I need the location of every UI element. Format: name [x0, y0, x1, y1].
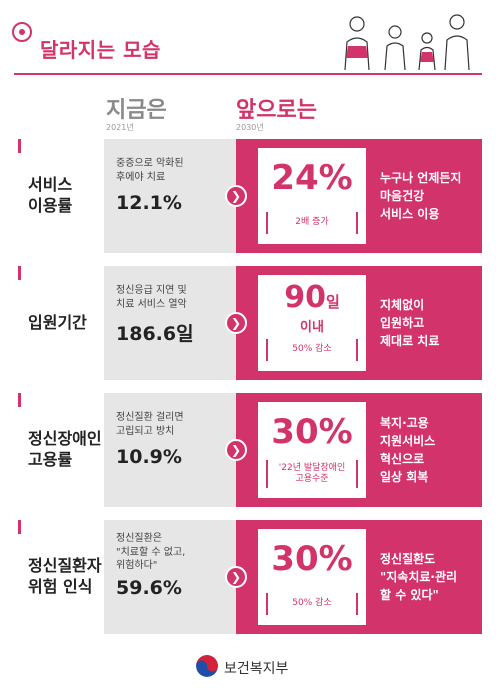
ministry-name: 보건복지부: [224, 661, 289, 677]
future-box: ❯ 30% 50% 감소 정신질환도 "지속치료·관리 할 수 있다": [225, 520, 482, 634]
future-card: 30% 50% 감소: [258, 529, 366, 625]
footer: 보건복지부: [0, 652, 496, 682]
row-employment: 정신장애인 고용률 정신질환 걸리면 고립되고 방치 10.9% ❯ 30% '…: [14, 393, 482, 507]
column-now-year: 2021년: [106, 123, 134, 132]
header-divider: [14, 73, 482, 75]
row-label: 정신장애인 고용률: [18, 393, 104, 507]
now-box: 정신질환은 "치료할 수 없고, 위험하다" 59.6%: [104, 520, 236, 634]
row-risk-perception: 정신질환자 위험 인식 정신질환은 "치료할 수 없고, 위험하다" 59.6%…: [14, 520, 482, 634]
target-icon: [12, 22, 32, 42]
column-future-year: 2030년: [236, 123, 264, 132]
label-marker: [18, 520, 21, 534]
future-bracket-note: '22년 발달장애인 고용수준: [266, 460, 358, 488]
future-value: 90일: [258, 283, 366, 313]
row-label-text: 정신질환자 위험 인식: [28, 556, 102, 596]
future-description: 누구나 언제든지 마음건강 서비스 이용: [380, 171, 462, 221]
chevron-right-icon: ❯: [225, 312, 247, 334]
family-illustration: [344, 14, 470, 71]
future-box: ❯ 30% '22년 발달장애인 고용수준 복지·고용 지원서비스 혁신으로 일…: [225, 393, 482, 507]
future-value-sub: 이내: [300, 320, 324, 335]
future-value: 30%: [271, 539, 353, 579]
page-title: 달라지는 모습: [40, 38, 161, 62]
chevron-right-icon: ❯: [225, 566, 247, 588]
header: 달라지는 모습: [0, 0, 496, 82]
future-bracket-note: 50% 감소: [266, 339, 358, 361]
chevron-right-icon: ❯: [225, 439, 247, 461]
row-label-text: 서비스 이용률: [28, 175, 73, 215]
now-box: 중증으로 악화된 후에야 치료 12.1%: [104, 139, 236, 253]
future-value: 30%: [271, 412, 353, 452]
label-marker: [18, 139, 21, 153]
future-description: 복지·고용 지원서비스 혁신으로 일상 회복: [380, 416, 436, 484]
now-value: 10.9%: [116, 446, 182, 468]
row-hospital-stay: 입원기간 정신응급 지연 및 치료 서비스 열악 186.6일 ❯ 90일 이내…: [14, 266, 482, 380]
now-box: 정신응급 지연 및 치료 서비스 열악 186.6일: [104, 266, 236, 380]
now-description: 정신응급 지연 및 치료 서비스 열악: [116, 285, 187, 310]
future-card: 90일 이내 50% 감소: [258, 275, 366, 371]
future-box: ❯ 90일 이내 50% 감소 지체없이 입원하고 제대로 치료: [225, 266, 482, 380]
chevron-right-icon: ❯: [225, 185, 247, 207]
future-description: 정신질환도 "지속치료·관리 할 수 있다": [380, 552, 458, 602]
row-label: 입원기간: [18, 266, 104, 380]
now-box: 정신질환 걸리면 고립되고 방치 10.9%: [104, 393, 236, 507]
now-description: 정신질환 걸리면 고립되고 방치: [116, 412, 184, 437]
row-label: 서비스 이용률: [18, 139, 104, 253]
now-description: 중증으로 악화된 후에야 치료: [116, 158, 184, 183]
future-value-unit: 일: [325, 293, 340, 311]
row-label: 정신질환자 위험 인식: [18, 520, 104, 634]
future-box: ❯ 24% 2배 증가 누구나 언제든지 마음건강 서비스 이용: [225, 139, 482, 253]
column-future-label: 앞으로는: [236, 98, 317, 123]
future-card: 24% 2배 증가: [258, 148, 366, 244]
row-service-usage: 서비스 이용률 중증으로 악화된 후에야 치료 12.1% ❯ 24% 2배 증…: [14, 139, 482, 253]
future-description: 지체없이 입원하고 제대로 치료: [380, 298, 440, 348]
future-card: 30% '22년 발달장애인 고용수준: [258, 402, 366, 498]
label-marker: [18, 266, 21, 280]
now-value: 186.6일: [116, 323, 194, 345]
future-value-number: 90: [284, 280, 326, 315]
row-label-text: 입원기간: [28, 312, 87, 332]
label-marker: [18, 393, 21, 407]
now-value: 12.1%: [116, 192, 182, 214]
now-description: 정신질환은 "치료할 수 없고, 위험하다": [116, 533, 186, 571]
now-value: 59.6%: [116, 576, 182, 599]
taegeuk-icon: [196, 655, 218, 677]
future-value: 24%: [271, 158, 353, 198]
future-bracket-note: 50% 감소: [266, 593, 358, 615]
future-bracket-note: 2배 증가: [266, 212, 358, 234]
row-label-text: 정신장애인 고용률: [28, 429, 102, 469]
column-now-label: 지금은: [106, 98, 167, 123]
